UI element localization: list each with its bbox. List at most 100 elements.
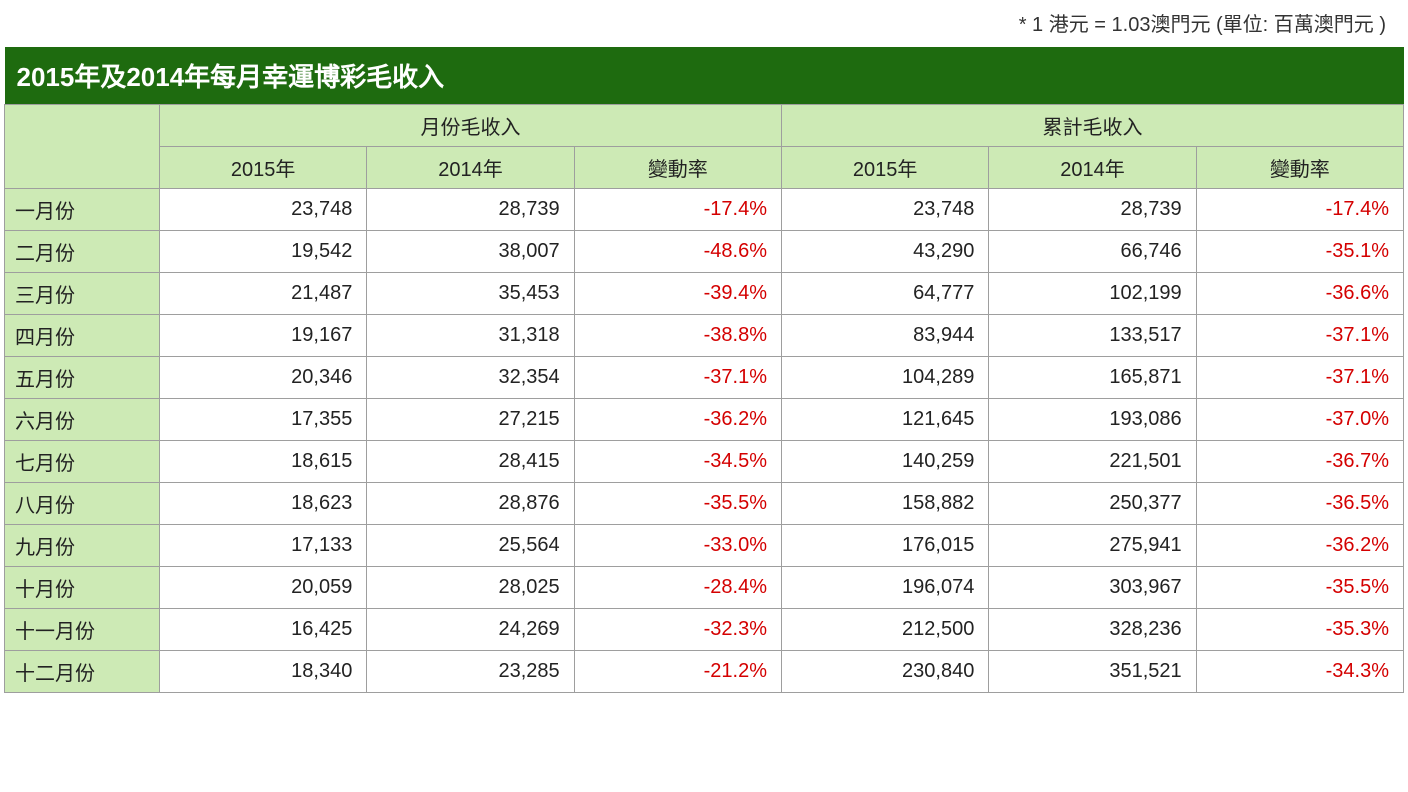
month-label: 五月份 (5, 357, 160, 399)
cell-monthly-2014: 28,415 (367, 441, 574, 483)
cell-cumulative-2015: 196,074 (781, 567, 988, 609)
cell-monthly-2014: 24,269 (367, 609, 574, 651)
table-title: 2015年及2014年每月幸運博彩毛收入 (5, 47, 1404, 105)
cell-monthly-change: -21.2% (574, 651, 781, 693)
cell-cumulative-change: -36.7% (1196, 441, 1403, 483)
month-label: 七月份 (5, 441, 160, 483)
cell-monthly-2014: 27,215 (367, 399, 574, 441)
cell-cumulative-change: -35.5% (1196, 567, 1403, 609)
cell-monthly-2015: 17,355 (160, 399, 367, 441)
table-row: 三月份21,48735,453-39.4%64,777102,199-36.6% (5, 273, 1404, 315)
header-cumulative-2015: 2015年 (781, 147, 988, 189)
cell-cumulative-change: -17.4% (1196, 189, 1403, 231)
cell-cumulative-2014: 275,941 (989, 525, 1196, 567)
header-group-monthly: 月份毛收入 (160, 105, 782, 147)
table-row: 四月份19,16731,318-38.8%83,944133,517-37.1% (5, 315, 1404, 357)
header-cumulative-2014: 2014年 (989, 147, 1196, 189)
cell-cumulative-2015: 64,777 (781, 273, 988, 315)
cell-monthly-change: -34.5% (574, 441, 781, 483)
cell-cumulative-2014: 133,517 (989, 315, 1196, 357)
cell-monthly-change: -28.4% (574, 567, 781, 609)
cell-monthly-2015: 20,346 (160, 357, 367, 399)
cell-monthly-change: -36.2% (574, 399, 781, 441)
cell-monthly-2014: 28,739 (367, 189, 574, 231)
cell-cumulative-2015: 104,289 (781, 357, 988, 399)
cell-cumulative-change: -37.1% (1196, 315, 1403, 357)
cell-cumulative-change: -36.5% (1196, 483, 1403, 525)
cell-monthly-change: -33.0% (574, 525, 781, 567)
table-row: 一月份23,74828,739-17.4%23,74828,739-17.4% (5, 189, 1404, 231)
cell-monthly-change: -48.6% (574, 231, 781, 273)
cell-cumulative-change: -34.3% (1196, 651, 1403, 693)
cell-monthly-2014: 25,564 (367, 525, 574, 567)
cell-monthly-2015: 18,623 (160, 483, 367, 525)
cell-cumulative-2015: 121,645 (781, 399, 988, 441)
cell-monthly-change: -35.5% (574, 483, 781, 525)
cell-monthly-2014: 31,318 (367, 315, 574, 357)
cell-cumulative-change: -36.2% (1196, 525, 1403, 567)
cell-monthly-change: -39.4% (574, 273, 781, 315)
exchange-rate-note: * 1 港元 = 1.03澳門元 (單位: 百萬澳門元 ) (4, 0, 1404, 47)
cell-cumulative-2014: 221,501 (989, 441, 1196, 483)
header-group-cumulative: 累計毛收入 (781, 105, 1403, 147)
table-row: 九月份17,13325,564-33.0%176,015275,941-36.2… (5, 525, 1404, 567)
cell-cumulative-2014: 328,236 (989, 609, 1196, 651)
month-label: 二月份 (5, 231, 160, 273)
revenue-table: 2015年及2014年每月幸運博彩毛收入 月份毛收入 累計毛收入 2015年 2… (4, 47, 1404, 693)
cell-cumulative-2015: 212,500 (781, 609, 988, 651)
cell-monthly-2014: 32,354 (367, 357, 574, 399)
cell-monthly-2015: 23,748 (160, 189, 367, 231)
cell-monthly-2015: 17,133 (160, 525, 367, 567)
cell-cumulative-2014: 250,377 (989, 483, 1196, 525)
header-monthly-change: 變動率 (574, 147, 781, 189)
cell-monthly-2014: 23,285 (367, 651, 574, 693)
header-corner (5, 105, 160, 189)
cell-cumulative-2015: 23,748 (781, 189, 988, 231)
cell-cumulative-2014: 303,967 (989, 567, 1196, 609)
cell-cumulative-2014: 102,199 (989, 273, 1196, 315)
table-row: 八月份18,62328,876-35.5%158,882250,377-36.5… (5, 483, 1404, 525)
cell-cumulative-2015: 230,840 (781, 651, 988, 693)
month-label: 十二月份 (5, 651, 160, 693)
table-row: 十月份20,05928,025-28.4%196,074303,967-35.5… (5, 567, 1404, 609)
cell-monthly-change: -37.1% (574, 357, 781, 399)
table-row: 二月份19,54238,007-48.6%43,29066,746-35.1% (5, 231, 1404, 273)
table-row: 六月份17,35527,215-36.2%121,645193,086-37.0… (5, 399, 1404, 441)
cell-cumulative-change: -35.1% (1196, 231, 1403, 273)
cell-cumulative-change: -37.1% (1196, 357, 1403, 399)
header-monthly-2014: 2014年 (367, 147, 574, 189)
cell-cumulative-2015: 140,259 (781, 441, 988, 483)
month-label: 八月份 (5, 483, 160, 525)
cell-cumulative-2014: 28,739 (989, 189, 1196, 231)
month-label: 九月份 (5, 525, 160, 567)
cell-monthly-2014: 28,876 (367, 483, 574, 525)
cell-cumulative-change: -35.3% (1196, 609, 1403, 651)
month-label: 三月份 (5, 273, 160, 315)
table-row: 十二月份18,34023,285-21.2%230,840351,521-34.… (5, 651, 1404, 693)
cell-cumulative-change: -37.0% (1196, 399, 1403, 441)
cell-cumulative-2014: 351,521 (989, 651, 1196, 693)
cell-monthly-change: -17.4% (574, 189, 781, 231)
table-row: 十一月份16,42524,269-32.3%212,500328,236-35.… (5, 609, 1404, 651)
cell-monthly-change: -38.8% (574, 315, 781, 357)
cell-monthly-2014: 35,453 (367, 273, 574, 315)
cell-monthly-2015: 21,487 (160, 273, 367, 315)
table-row: 七月份18,61528,415-34.5%140,259221,501-36.7… (5, 441, 1404, 483)
month-label: 十月份 (5, 567, 160, 609)
cell-cumulative-2015: 83,944 (781, 315, 988, 357)
cell-cumulative-2015: 43,290 (781, 231, 988, 273)
cell-monthly-change: -32.3% (574, 609, 781, 651)
cell-cumulative-2014: 193,086 (989, 399, 1196, 441)
cell-cumulative-2015: 158,882 (781, 483, 988, 525)
cell-cumulative-change: -36.6% (1196, 273, 1403, 315)
cell-cumulative-2014: 66,746 (989, 231, 1196, 273)
header-cumulative-change: 變動率 (1196, 147, 1403, 189)
cell-monthly-2015: 19,542 (160, 231, 367, 273)
cell-monthly-2015: 20,059 (160, 567, 367, 609)
cell-cumulative-2015: 176,015 (781, 525, 988, 567)
cell-monthly-2015: 16,425 (160, 609, 367, 651)
cell-cumulative-2014: 165,871 (989, 357, 1196, 399)
cell-monthly-2015: 18,615 (160, 441, 367, 483)
month-label: 六月份 (5, 399, 160, 441)
table-row: 五月份20,34632,354-37.1%104,289165,871-37.1… (5, 357, 1404, 399)
